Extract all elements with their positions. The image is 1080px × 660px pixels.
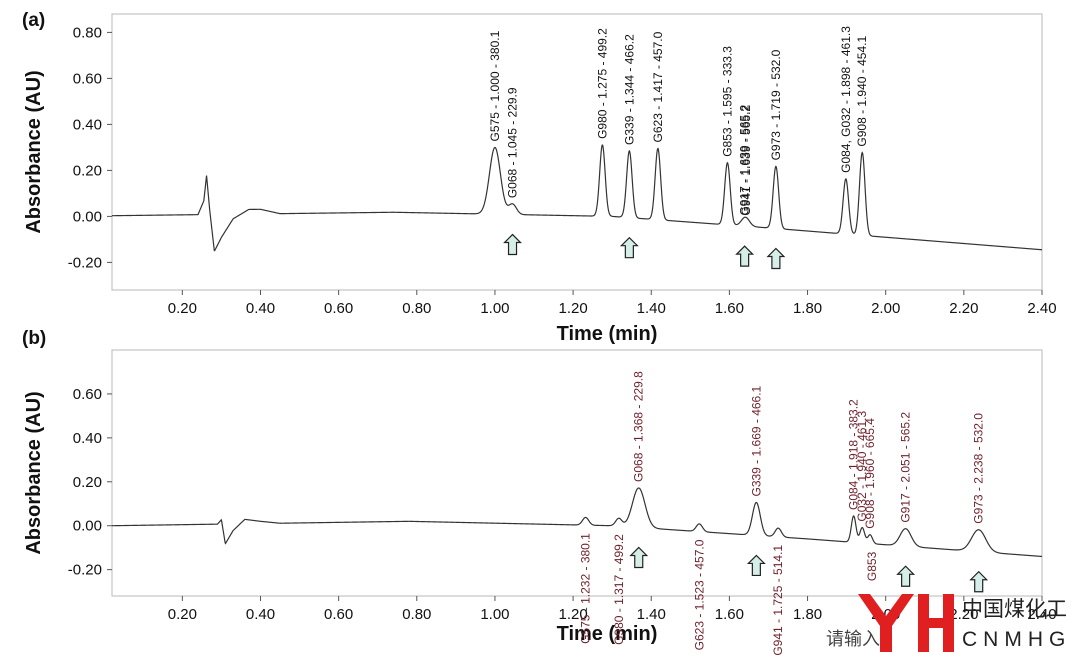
panel-label: (a)	[22, 10, 45, 31]
logo-mark	[858, 594, 914, 652]
x-tick-label: 0.60	[324, 606, 353, 623]
plot-frame	[111, 13, 1043, 291]
peak-label: G032 - 1.940 - 461.3	[855, 411, 869, 522]
peak-label: G575 - 1.232 - 380.1	[579, 533, 593, 644]
x-tick-label: 2.20	[949, 300, 978, 317]
y-tick-label: 0.20	[73, 162, 102, 179]
logo-bar-right	[943, 594, 954, 652]
y-tick-label: 0.00	[73, 208, 102, 225]
peak-label: G853 - 1.595 - 333.3	[720, 46, 734, 157]
panel-label: (b)	[22, 328, 46, 349]
panel-a: (a) 0.80 0.60 0.40 0.20 0.00 -0.20 0.20 0.40 0.60…	[22, 10, 1057, 345]
peak-arrow-icon	[896, 565, 916, 587]
peak-label: G339 - 1.344 - 466.2	[622, 34, 636, 145]
plot-frame	[111, 349, 1043, 597]
watermark-logo: 中国煤化工 CNMHG 请输入	[826, 594, 1071, 652]
peak-arrow-icon	[969, 570, 989, 593]
peak-label: G908 - 1.940 - 454.1	[855, 36, 869, 147]
x-tick-label: 2.00	[871, 300, 900, 317]
y-tick-label: 0.20	[73, 474, 102, 491]
y-tick-label: 0.00	[73, 518, 102, 535]
x-tick-label: 1.80	[793, 606, 822, 623]
peak-label: G575 - 1.000 - 380.1	[488, 30, 502, 141]
peak-label: G068 - 1.368 - 229.8	[632, 371, 646, 482]
watermark-prompt: 请输入	[826, 629, 880, 650]
x-tick-label: 0.20	[168, 300, 197, 317]
x-tick-label: 0.20	[168, 606, 197, 623]
peak-label: G339 - 1.669 - 466.1	[749, 385, 763, 496]
x-tick-label: 0.40	[246, 300, 275, 317]
peak-label: G917 - 2.051 - 565.2	[899, 412, 913, 523]
peak-label: G980 - 1.317 - 499.2	[612, 534, 626, 645]
peak-arrow-icon	[746, 554, 766, 577]
x-tick-label: 1.60	[715, 606, 744, 623]
x-tick-label: 2.40	[1027, 300, 1056, 317]
peak-label: G941 - 1.639 - 565.2	[739, 105, 753, 216]
y-tick-label: 0.60	[73, 70, 102, 87]
watermark-en: CNMHG	[962, 628, 1071, 651]
panel-b: (b) 0.60 0.40 0.20 0.00 -0.20 0.20 0.40 0.60 0.80…	[22, 328, 1057, 656]
x-tick-label: 1.40	[637, 300, 666, 317]
peak-arrow-icon	[735, 245, 755, 267]
x-tick-label: 1.20	[558, 300, 587, 317]
peak-label: G941 - 1.725 - 514.1	[771, 545, 785, 656]
peak-arrow-icon	[619, 236, 639, 259]
watermark-cn: 中国煤化工	[962, 597, 1067, 621]
peak-label: G973 - 2.238 - 532.0	[972, 413, 986, 524]
y-tick-label: 0.60	[73, 386, 102, 403]
peak-label: G623 - 1.417 - 457.0	[651, 31, 665, 142]
y-tick-label: -0.20	[68, 254, 102, 271]
y-tick-label: 0.40	[73, 116, 102, 133]
peak-label: G853	[865, 551, 879, 581]
y-axis-title: Absorbance (AU)	[23, 70, 45, 233]
x-tick-label: 0.60	[324, 300, 353, 317]
peak-label: G980 - 1.275 - 499.2	[595, 28, 609, 139]
x-tick-label: 2.40	[1027, 606, 1056, 623]
peak-arrow-icon	[766, 247, 786, 270]
y-tick-label: -0.20	[68, 562, 102, 579]
peak-label: G623 - 1.523 - 457.0	[692, 539, 706, 650]
x-axis-title: Time (min)	[557, 323, 658, 345]
peak-label: G084 - 1.918 - 383.2	[847, 399, 861, 510]
x-tick-label: 2.20	[949, 606, 978, 623]
x-tick-label: 1.00	[480, 300, 509, 317]
x-tick-label: 1.80	[793, 300, 822, 317]
y-tick-label: 0.40	[73, 430, 102, 447]
x-axis-title: Time (min)	[557, 623, 658, 645]
y-axis-title: Absorbance (AU)	[23, 391, 45, 554]
peak-arrow-icon	[629, 546, 649, 569]
peak-label: G908 - 1.960 - 665.4	[863, 418, 877, 529]
peak-arrow-icon	[503, 233, 522, 256]
chromatogram-trace	[112, 487, 1043, 558]
logo-bar-mid	[918, 618, 954, 628]
peak-label: G973 - 1.719 - 532.0	[769, 49, 783, 160]
x-tick-label: 1.40	[637, 606, 666, 623]
x-tick-label: 1.00	[480, 606, 509, 623]
x-tick-label: 0.80	[402, 606, 431, 623]
x-tick-label: 0.40	[246, 606, 275, 623]
peak-label: G068 - 1.045 - 229.9	[506, 87, 520, 198]
peak-label: G084, G032 - 1.898 - 461.3	[839, 26, 853, 173]
y-tick-label: 0.80	[73, 24, 102, 41]
x-tick-label: 1.20	[558, 606, 587, 623]
peak-label: G917 - 1.639 - 565.2	[738, 104, 752, 215]
x-tick-label: 1.60	[715, 300, 744, 317]
chromatogram-trace	[112, 144, 1043, 252]
x-tick-label: 0.80	[402, 300, 431, 317]
